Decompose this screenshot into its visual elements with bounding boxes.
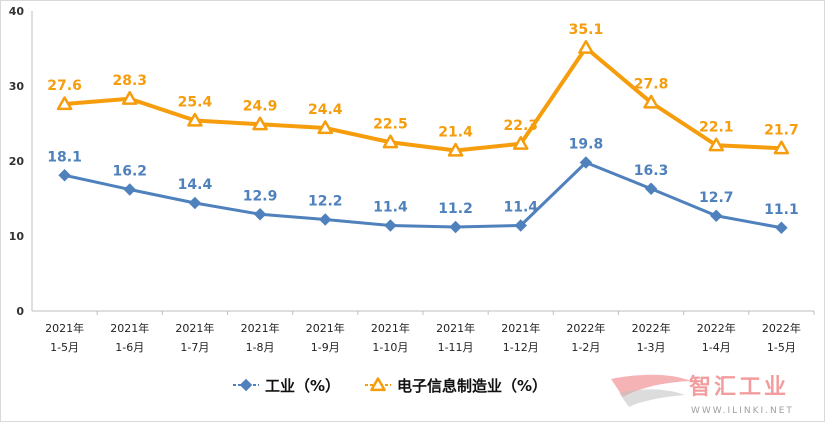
watermark-url: WWW.ILINKI.NET — [691, 406, 794, 416]
data-label: 27.6 — [47, 78, 82, 94]
x-axis-ticks: 2021年 1-5月 2021年 1-6月 2021年 1-7月 2021年 1-8月 2021… — [45, 311, 815, 354]
x-tick-label-year: 2021年 — [45, 321, 84, 335]
x-tick-label-year: 2021年 — [175, 321, 214, 335]
data-point — [708, 137, 724, 152]
series-electronics: 27.6 28.3 25.4 24.9 24.4 22.5 21.4 22.3 35.1 27.8… — [47, 22, 799, 157]
data-label: 35.1 — [569, 22, 604, 38]
data-point — [253, 208, 267, 221]
data-label: 12.2 — [308, 194, 343, 210]
x-tick-label-period: 1-11月 — [438, 341, 474, 354]
x-tick-label-year: 2021年 — [241, 321, 280, 335]
x-tick-label-period: 1-4月 — [702, 341, 731, 354]
data-label: 27.8 — [634, 77, 669, 93]
x-tick-label-period: 1-5月 — [767, 341, 796, 354]
data-label: 22.5 — [373, 116, 408, 132]
y-tick-label: 40 — [9, 5, 25, 18]
data-point — [382, 134, 399, 149]
data-point — [317, 120, 333, 135]
data-point — [578, 40, 594, 54]
series-industry: 18.1 16.2 14.4 12.9 12.2 11.4 11.2 11.4 19.8 16.3… — [47, 137, 799, 234]
x-tick-label-year: 2021年 — [436, 321, 475, 335]
legend-item-electronics: 电子信息制造业（%） — [365, 377, 547, 395]
x-tick-label-period: 1-7月 — [180, 341, 209, 354]
y-tick-label: 10 — [9, 230, 25, 243]
x-tick-label-year: 2021年 — [371, 321, 410, 335]
data-point — [644, 182, 658, 195]
data-point — [710, 209, 723, 222]
y-tick-label: 20 — [9, 155, 25, 168]
data-point — [449, 220, 462, 234]
series-line — [64, 161, 782, 230]
y-axis-ticks: 0 10 20 30 40 — [9, 5, 25, 318]
legend: 工业（%） 电子信息制造业（%） — [233, 377, 547, 395]
legend-item-industry: 工业（%） — [233, 377, 340, 395]
y-tick-label: 30 — [9, 80, 25, 93]
x-tick-label-period: 1-12月 — [503, 341, 539, 354]
x-tick-label-year: 2021年 — [110, 321, 149, 335]
triangle-icon — [370, 377, 386, 392]
data-point — [775, 221, 788, 234]
x-tick-label-period: 1-8月 — [246, 341, 275, 354]
x-tick-label-period: 1-9月 — [311, 341, 340, 354]
data-label: 16.2 — [112, 164, 147, 180]
data-label: 24.9 — [243, 98, 278, 114]
data-label: 22.1 — [699, 119, 734, 135]
data-label: 19.8 — [569, 137, 604, 153]
series-line — [64, 45, 782, 153]
data-label: 11.4 — [373, 200, 408, 216]
x-tick-label-year: 2022年 — [697, 321, 736, 335]
data-label: 21.7 — [764, 122, 799, 138]
data-point — [643, 94, 659, 109]
data-label: 21.4 — [438, 125, 473, 141]
data-point — [579, 156, 593, 169]
data-label: 18.1 — [47, 149, 82, 165]
data-label: 12.9 — [243, 188, 278, 204]
data-point — [514, 219, 527, 232]
data-label: 11.1 — [764, 202, 799, 218]
x-tick-label-period: 1-2月 — [571, 341, 600, 354]
x-tick-label-period: 1-5月 — [50, 341, 79, 354]
x-tick-label-period: 1-3月 — [637, 341, 666, 354]
data-label: 24.4 — [308, 102, 343, 118]
data-label: 28.3 — [112, 73, 147, 89]
data-point — [187, 112, 203, 127]
watermark: 智汇工业 WWW.ILINKI.NET — [611, 374, 794, 416]
data-point — [773, 140, 790, 155]
series-layer: 18.1 16.2 14.4 12.9 12.2 11.4 11.2 11.4 19.8 16.3… — [47, 22, 799, 234]
x-tick-label-period: 1-10月 — [372, 341, 408, 354]
axes — [31, 11, 814, 312]
x-tick-label-year: 2022年 — [762, 321, 801, 335]
data-point — [188, 196, 202, 210]
data-label: 25.4 — [178, 95, 213, 111]
data-point — [252, 116, 268, 131]
watermark-text: 智汇工业 — [689, 374, 789, 400]
data-label: 14.4 — [178, 177, 213, 193]
data-point — [319, 213, 332, 226]
data-point — [513, 136, 529, 150]
data-point — [122, 91, 138, 105]
watermark-swoosh-icon — [611, 374, 691, 407]
data-point — [56, 96, 73, 111]
data-label: 22.3 — [503, 118, 538, 134]
data-point — [384, 219, 397, 232]
x-tick-label-year: 2022年 — [632, 321, 671, 335]
data-label: 12.7 — [699, 190, 734, 206]
y-tick-label: 0 — [16, 305, 24, 318]
legend-label: 电子信息制造业（%） — [397, 377, 547, 395]
data-label: 11.4 — [503, 200, 538, 216]
x-tick-label-period: 1-6月 — [115, 341, 144, 354]
data-label: 11.2 — [438, 201, 473, 217]
x-tick-label-year: 2021年 — [306, 321, 345, 335]
data-point — [123, 183, 136, 196]
diamond-icon — [239, 378, 253, 392]
x-tick-label-year: 2022年 — [566, 321, 605, 335]
data-point — [447, 142, 464, 157]
data-label: 16.3 — [634, 163, 669, 179]
data-point — [58, 169, 71, 182]
legend-label: 工业（%） — [265, 377, 340, 395]
x-tick-label-year: 2021年 — [501, 321, 540, 335]
